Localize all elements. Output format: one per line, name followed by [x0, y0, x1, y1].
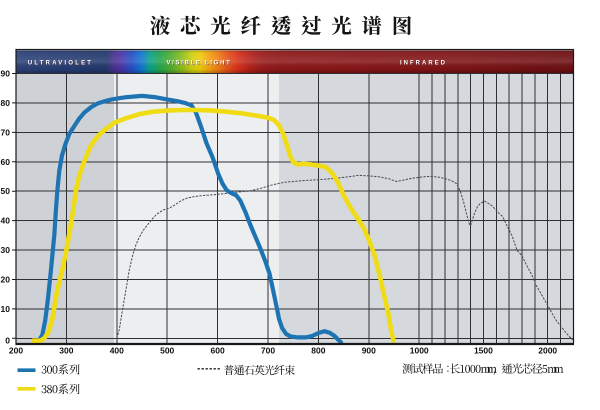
svg-text:INFRARED: INFRARED: [401, 61, 448, 67]
svg-text:ULTRAVIOLET: ULTRAVIOLET: [28, 61, 93, 67]
svg-text:800: 800: [311, 346, 325, 356]
svg-text:400: 400: [110, 346, 124, 356]
svg-text:900: 900: [362, 346, 376, 356]
svg-text:1500: 1500: [474, 346, 493, 356]
svg-text:VISIBLE LIGHT: VISIBLE LIGHT: [166, 61, 231, 67]
svg-text:500: 500: [160, 346, 174, 356]
svg-text:60: 60: [1, 157, 11, 167]
svg-text:600: 600: [211, 346, 225, 356]
svg-text:ULTRAVIOLET: ULTRAVIOLET: [28, 61, 93, 67]
svg-text:50: 50: [1, 186, 11, 196]
svg-text:30: 30: [1, 245, 11, 255]
svg-text:10: 10: [1, 304, 11, 314]
svg-text:80: 80: [1, 98, 11, 108]
svg-text:700: 700: [261, 346, 275, 356]
svg-text:90: 90: [1, 69, 11, 79]
svg-text:VISIBLE LIGHT: VISIBLE LIGHT: [167, 61, 232, 67]
svg-text:1000: 1000: [410, 346, 429, 356]
svg-text:INFRARED: INFRARED: [400, 61, 447, 67]
svg-text:0: 0: [5, 336, 10, 346]
svg-text:300: 300: [59, 346, 73, 356]
svg-text:20: 20: [1, 275, 11, 285]
svg-text:200: 200: [9, 346, 23, 356]
svg-text:2000: 2000: [538, 346, 557, 356]
svg-text:40: 40: [1, 216, 11, 226]
svg-text:70: 70: [1, 127, 11, 137]
